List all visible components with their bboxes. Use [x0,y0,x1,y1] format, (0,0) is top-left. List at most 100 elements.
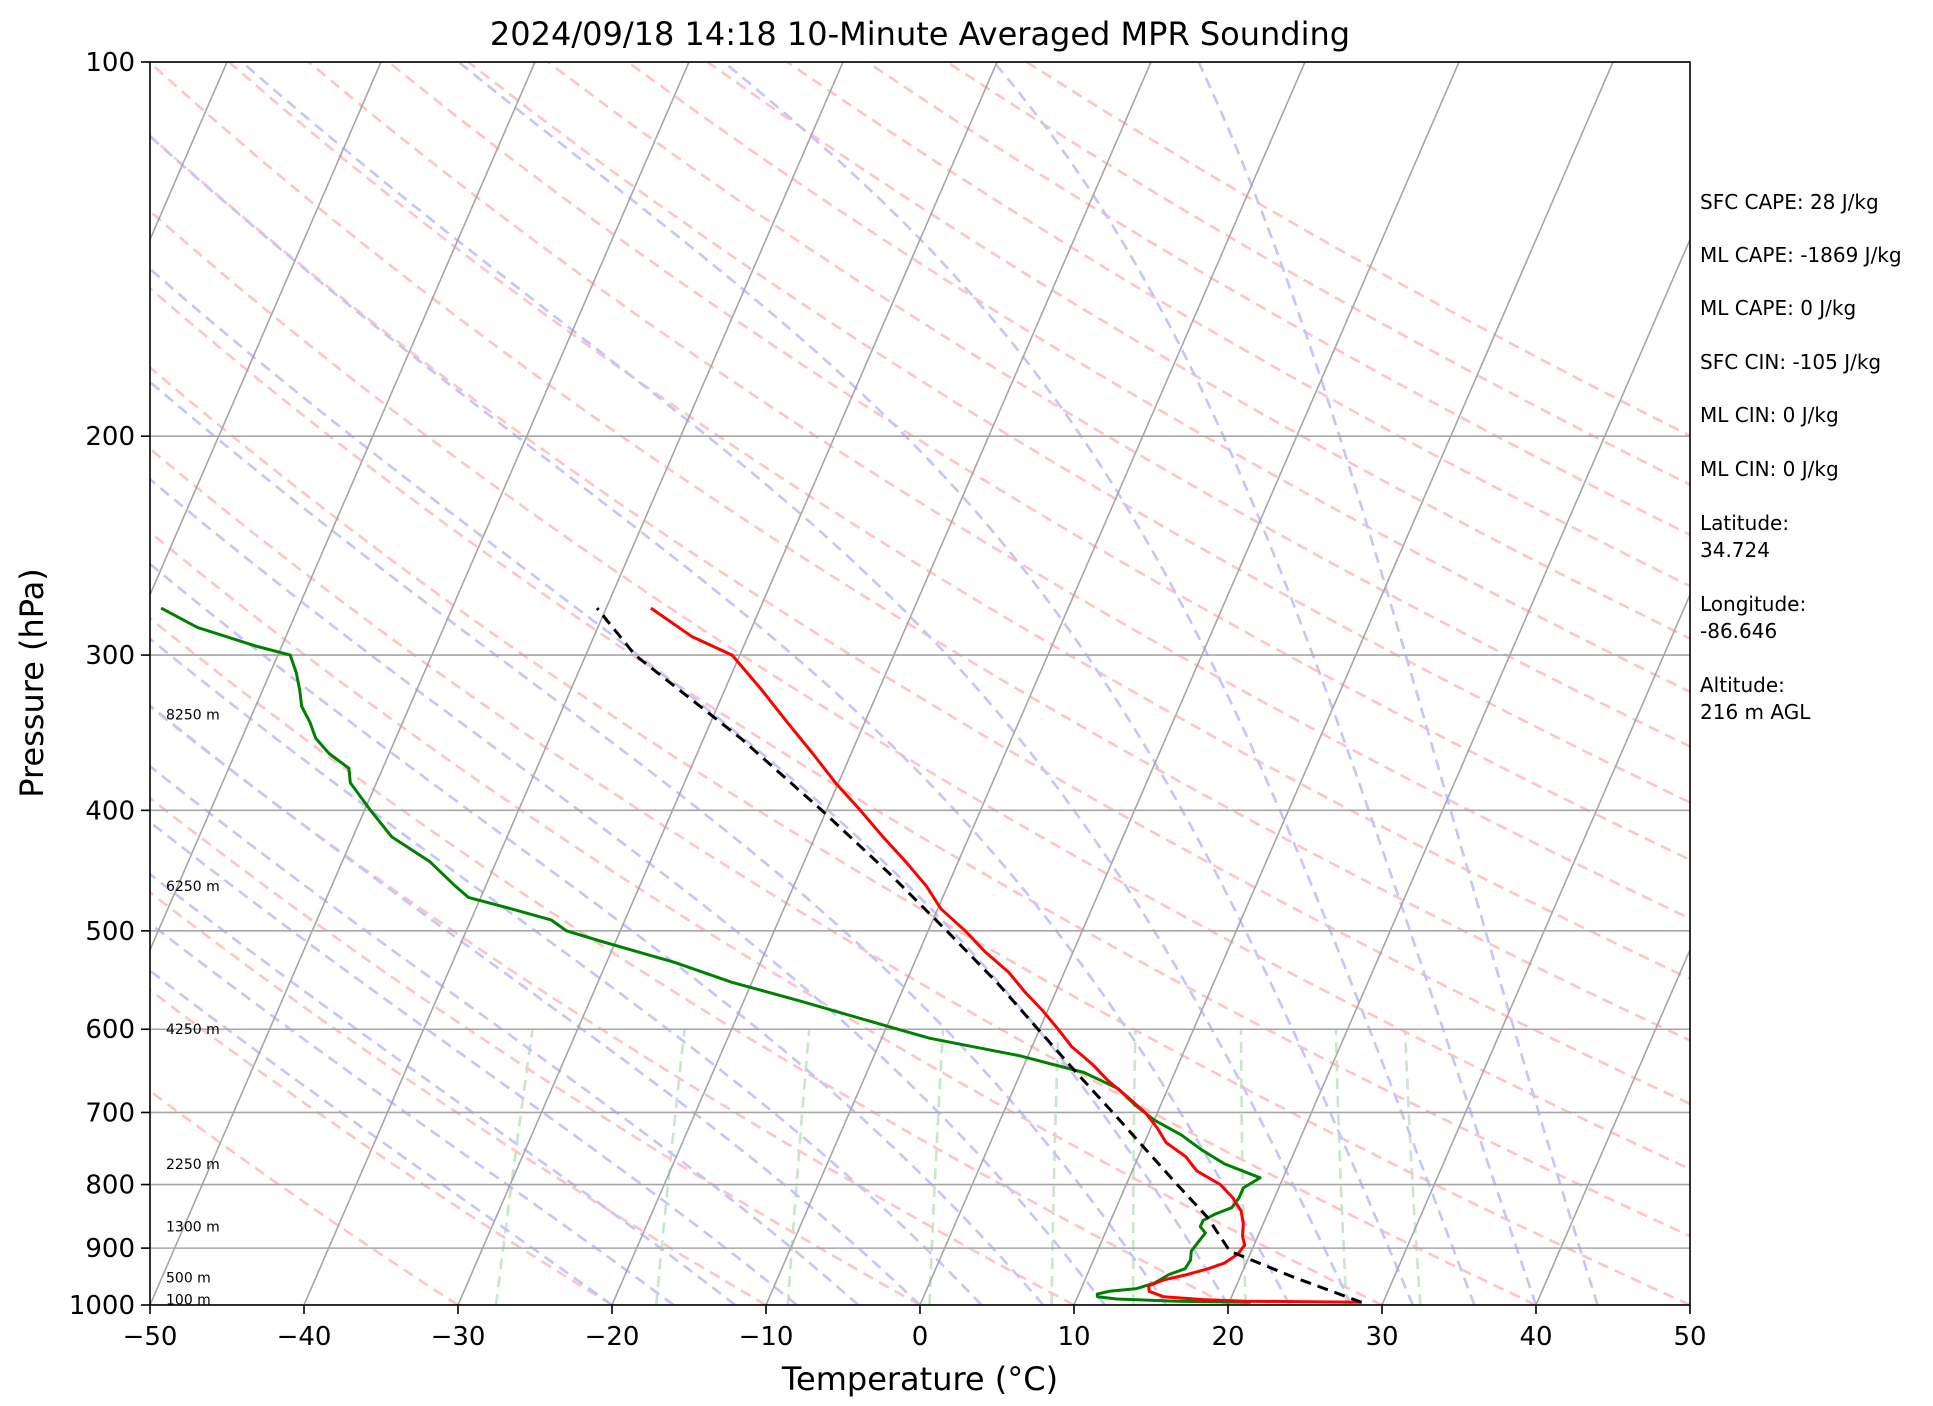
moist-adiabat [150,820,798,1305]
y-axis-label: Pressure (hPa) [13,568,51,798]
dry-adiabat [150,988,613,1305]
dewpoint-profile-line [160,606,1262,1304]
mixing-ratio-line [786,1029,811,1305]
mixing-ratio-line [1131,1029,1137,1305]
altitude-label: 4250 m [166,1022,220,1038]
mixing-ratio-line [928,1029,945,1305]
y-tick-label: 800 [85,1171,135,1201]
moist-adiabat [150,703,921,1305]
y-axis-ticks: 100 200 300 400 500 600 700 800 900 1000 [69,48,150,1321]
x-tick-label: −10 [739,1322,794,1352]
y-tick-label: 100 [85,48,135,78]
isotherm-line [1535,947,1690,1305]
moist-adiabat [150,969,613,1305]
y-tick-label: 500 [85,917,135,947]
moist-adiabat [150,637,983,1305]
temperature-profile-line [650,606,1362,1304]
x-tick-label: 20 [1211,1322,1244,1352]
isotherm-line [150,62,690,1305]
altitude-label: 2250 m [166,1157,220,1173]
y-tick-label: 600 [85,1015,135,1045]
x-tick-label: −20 [585,1322,640,1352]
isotherm-line [765,62,1306,1305]
moist-adiabat [150,921,675,1305]
moist-adiabat [992,62,1538,1305]
chart-title: 2024/09/18 14:18 10-Minute Averaged MPR … [490,15,1350,53]
dry-adiabat [547,62,1690,748]
altitude-label: 1300 m [166,1220,220,1236]
dry-adiabat [150,365,1690,1305]
y-tick-label: 900 [85,1234,135,1264]
x-tick-label: 10 [1057,1322,1090,1352]
info-line: Latitude: [1700,511,1789,535]
dry-adiabat [228,62,1690,981]
info-line: Longitude: [1700,592,1806,616]
dry-adiabats [150,62,1690,1305]
isotherm-line [457,62,998,1305]
isotherm-line [303,62,844,1305]
dry-adiabat [150,446,1537,1305]
sounding-series [160,606,1363,1304]
isotherm-line [150,62,536,952]
y-tick-label: 400 [85,796,135,826]
isobar-gridlines [150,62,1690,1305]
info-line: SFC CIN: -105 J/kg [1700,350,1881,374]
moist-adiabat [150,380,1168,1305]
dry-adiabat [150,134,1690,1106]
isotherm-line [611,62,1152,1305]
moist-adiabat [150,764,860,1305]
mixing-ratio-lines [494,1029,1422,1305]
altitude-label: 8250 m [166,708,220,724]
dry-adiabat [307,62,1690,920]
info-line: -86.646 [1700,619,1777,643]
mixing-ratio-line [1334,1029,1348,1305]
y-tick-label: 200 [85,422,135,452]
info-line: SFC CAPE: 28 J/kg [1700,190,1879,214]
mixing-ratio-line [1403,1029,1422,1305]
isotherm-lines [150,62,1690,1305]
dry-adiabat [150,705,1075,1305]
altitude-label: 100 m [166,1293,211,1309]
altitude-label: 500 m [166,1270,211,1286]
moist-adiabat [457,62,1415,1305]
dry-adiabat [387,62,1690,862]
x-tick-label: 40 [1519,1322,1552,1352]
y-tick-label: 300 [85,641,135,671]
x-tick-label: −40 [277,1322,332,1352]
info-line: ML CAPE: 0 J/kg [1700,296,1856,320]
y-tick-label: 1000 [69,1291,135,1321]
isotherm-line [150,62,382,597]
moist-adiabat [150,562,1045,1305]
x-tick-label: 30 [1365,1322,1398,1352]
moist-adiabat [241,62,1353,1305]
isotherm-line [919,62,1460,1305]
isotherm-line [1073,62,1614,1305]
mixing-ratio-line [1050,1029,1060,1305]
moist-adiabat [150,477,1106,1305]
dry-adiabat [706,62,1690,640]
dry-adiabat [150,796,921,1305]
x-tick-label: 0 [912,1322,929,1352]
info-line: ML CIN: 0 J/kg [1700,457,1839,481]
dry-adiabat [150,286,1690,1238]
moist-adiabat [1197,62,1599,1305]
parcel-profile-line [595,607,1363,1304]
mixing-ratio-line [494,1029,534,1305]
moist-adiabat [722,62,1476,1305]
dry-adiabat [150,62,1690,1042]
info-line: 216 m AGL [1700,700,1811,724]
info-line: ML CIN: 0 J/kg [1700,403,1839,427]
altitude-labels: 100 m 500 m 1300 m 2250 m 4250 m 6250 m 8250 m [166,708,220,1309]
dry-adiabat [150,209,1690,1171]
moist-adiabat [150,872,736,1305]
y-tick-label: 700 [85,1098,135,1128]
x-tick-label: 50 [1673,1322,1706,1352]
x-axis-ticks: −50 −40 −30 −20 −10 0 10 20 30 40 50 [123,1305,1707,1352]
info-line: 34.724 [1700,538,1770,562]
dry-adiabat [150,530,1383,1305]
x-tick-label: −30 [431,1322,486,1352]
x-axis-label: Temperature (°C) [781,1360,1058,1398]
info-panel: SFC CAPE: 28 J/kg ML CAPE: -1869 J/kg ML C… [1700,190,1902,724]
